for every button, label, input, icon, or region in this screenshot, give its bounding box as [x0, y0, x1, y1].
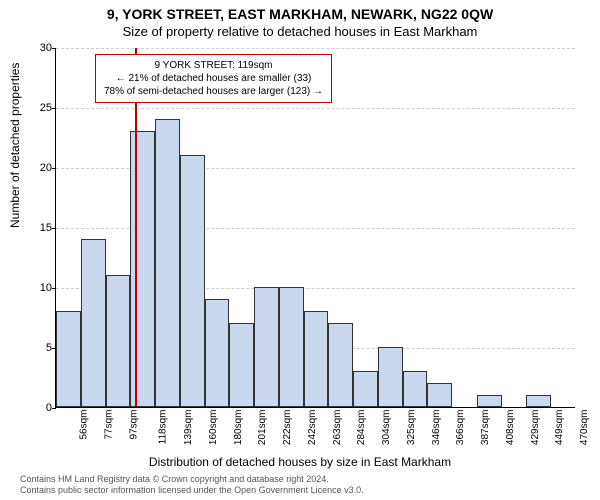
x-tick-label: 470sqm — [579, 410, 590, 446]
histogram-bar — [304, 311, 329, 407]
histogram-bar — [328, 323, 353, 407]
annotation-box: 9 YORK STREET: 119sqm ← 21% of detached … — [95, 54, 332, 103]
histogram-bar — [526, 395, 551, 407]
histogram-bar — [130, 131, 155, 407]
chart-plot-area: 05101520253056sqm77sqm97sqm118sqm139sqm1… — [55, 48, 575, 408]
credits-line2: Contains public sector information licen… — [20, 485, 364, 496]
x-tick-label: 408sqm — [505, 410, 516, 446]
y-tick-label: 15 — [28, 222, 52, 234]
y-tick-mark — [52, 288, 56, 289]
credits-block: Contains HM Land Registry data © Crown c… — [20, 474, 364, 496]
x-tick-label: 201sqm — [257, 410, 268, 446]
histogram-bar — [378, 347, 403, 407]
x-tick-label: 97sqm — [128, 410, 139, 440]
histogram-bar — [279, 287, 304, 407]
x-tick-label: 284sqm — [356, 410, 367, 446]
y-tick-mark — [52, 108, 56, 109]
y-axis-label: Number of detached properties — [8, 63, 22, 228]
y-tick-label: 20 — [28, 162, 52, 174]
annotation-line2: ← 21% of detached houses are smaller (33… — [104, 72, 323, 85]
y-tick-label: 25 — [28, 102, 52, 114]
histogram-bar — [229, 323, 254, 407]
annotation-line1: 9 YORK STREET: 119sqm — [104, 59, 323, 72]
x-tick-label: 160sqm — [208, 410, 219, 446]
histogram-bar — [155, 119, 180, 407]
histogram-bar — [427, 383, 452, 407]
x-tick-label: 346sqm — [431, 410, 442, 446]
x-tick-label: 366sqm — [456, 410, 467, 446]
x-tick-label: 449sqm — [555, 410, 566, 446]
y-tick-mark — [52, 168, 56, 169]
histogram-bar — [403, 371, 428, 407]
chart-title-sub: Size of property relative to detached ho… — [0, 22, 600, 43]
y-tick-label: 5 — [28, 342, 52, 354]
histogram-bar — [205, 299, 230, 407]
y-tick-mark — [52, 48, 56, 49]
histogram-bar — [477, 395, 502, 407]
annotation-line3: 78% of semi-detached houses are larger (… — [104, 85, 323, 98]
grid-line — [56, 48, 575, 49]
histogram-bar — [56, 311, 81, 407]
grid-line — [56, 108, 575, 109]
x-tick-label: 304sqm — [381, 410, 392, 446]
histogram-bar — [180, 155, 205, 407]
y-tick-mark — [52, 228, 56, 229]
x-tick-label: 56sqm — [79, 410, 90, 440]
x-tick-label: 325sqm — [406, 410, 417, 446]
y-tick-mark — [52, 408, 56, 409]
x-axis-label: Distribution of detached houses by size … — [0, 455, 600, 469]
y-tick-label: 10 — [28, 282, 52, 294]
chart-title-main: 9, YORK STREET, EAST MARKHAM, NEWARK, NG… — [0, 0, 600, 22]
x-tick-label: 242sqm — [307, 410, 318, 446]
x-tick-label: 429sqm — [530, 410, 541, 446]
x-tick-label: 222sqm — [282, 410, 293, 446]
histogram-bar — [254, 287, 279, 407]
x-tick-label: 180sqm — [233, 410, 244, 446]
y-tick-label: 30 — [28, 42, 52, 54]
x-tick-label: 263sqm — [332, 410, 343, 446]
y-tick-label: 0 — [28, 402, 52, 414]
x-tick-label: 118sqm — [158, 410, 169, 445]
x-tick-label: 77sqm — [103, 410, 114, 440]
x-tick-label: 387sqm — [480, 410, 491, 446]
x-tick-label: 139sqm — [183, 410, 194, 446]
histogram-bar — [353, 371, 378, 407]
histogram-bar — [81, 239, 106, 407]
histogram-bar — [106, 275, 131, 407]
credits-line1: Contains HM Land Registry data © Crown c… — [20, 474, 364, 485]
